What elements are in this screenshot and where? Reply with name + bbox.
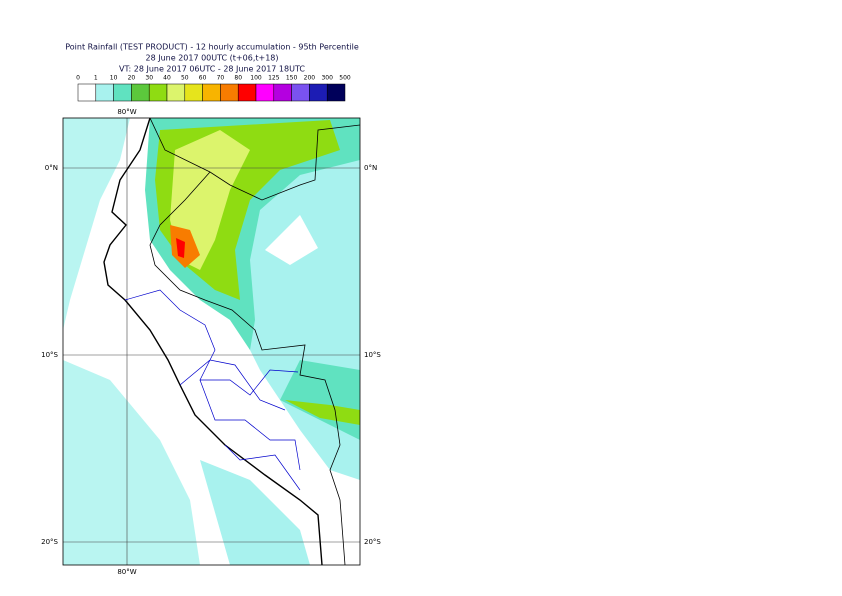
legend-swatch — [255, 83, 275, 102]
legend-label: 125 — [268, 75, 280, 82]
legend-swatch — [148, 83, 168, 102]
legend-label: 10 — [110, 75, 118, 82]
legend-swatch — [166, 83, 186, 102]
legend-label: 40 — [163, 75, 171, 82]
legend-swatch — [95, 83, 114, 102]
legend-swatch — [184, 83, 203, 102]
legend-swatch — [131, 83, 150, 102]
legend-label: 150 — [286, 75, 298, 82]
legend-label: 30 — [145, 75, 153, 82]
legend: 0 1 10 20 30 40 50 60 70 80 100 125 150 200 300 500 — [76, 75, 351, 102]
lat-label: 10°S — [41, 351, 58, 359]
legend-label: 80 — [234, 75, 242, 82]
legend-label: 0 — [76, 75, 80, 82]
legend-label: 200 — [304, 75, 316, 82]
legend-label: 500 — [339, 75, 351, 82]
legend-label: 300 — [321, 75, 333, 82]
legend-swatch — [291, 83, 310, 102]
rain-area — [63, 360, 200, 565]
lat-label: 10°S — [364, 351, 381, 359]
map-frame — [62, 117, 361, 566]
lon-label: 80°W — [117, 108, 136, 116]
rain-area — [200, 460, 310, 565]
legend-swatch — [220, 83, 239, 102]
lon-label: 80°W — [117, 568, 136, 576]
legend-label: 20 — [128, 75, 136, 82]
legend-swatch — [113, 83, 132, 102]
legend-swatch — [273, 83, 292, 102]
legend-swatch — [77, 83, 97, 102]
rain-area — [63, 118, 130, 330]
coastline — [103, 118, 323, 565]
rain-area — [176, 238, 185, 258]
rain-area — [170, 225, 200, 268]
legend-swatch — [309, 83, 328, 102]
legend-label: 1 — [94, 75, 98, 82]
legend-swatch — [202, 83, 221, 102]
valid-time: VT: 28 June 2017 06UTC - 28 June 2017 18… — [119, 65, 305, 74]
dry-area — [265, 215, 318, 265]
lat-labels: 0°N 0°N 10°S 10°S 20°S 20°S — [41, 164, 381, 546]
regions — [124, 289, 301, 491]
rain-field — [63, 118, 360, 565]
legend-label: 70 — [217, 75, 225, 82]
legend-label: 60 — [199, 75, 207, 82]
legend-label: 100 — [250, 75, 262, 82]
legend-label: 50 — [181, 75, 189, 82]
lat-label: 0°N — [45, 164, 58, 172]
legend-swatch — [237, 83, 257, 102]
base-time: 28 June 2017 00UTC (t+06,t+18) — [146, 54, 279, 63]
lat-label: 0°N — [364, 164, 377, 172]
lat-label: 20°S — [41, 538, 58, 546]
rain-area — [285, 400, 360, 425]
title: Point Rainfall (TEST PRODUCT) - 12 hourl… — [65, 43, 359, 52]
legend-swatch — [326, 83, 346, 102]
border — [149, 118, 360, 565]
lat-label: 20°S — [364, 538, 381, 546]
